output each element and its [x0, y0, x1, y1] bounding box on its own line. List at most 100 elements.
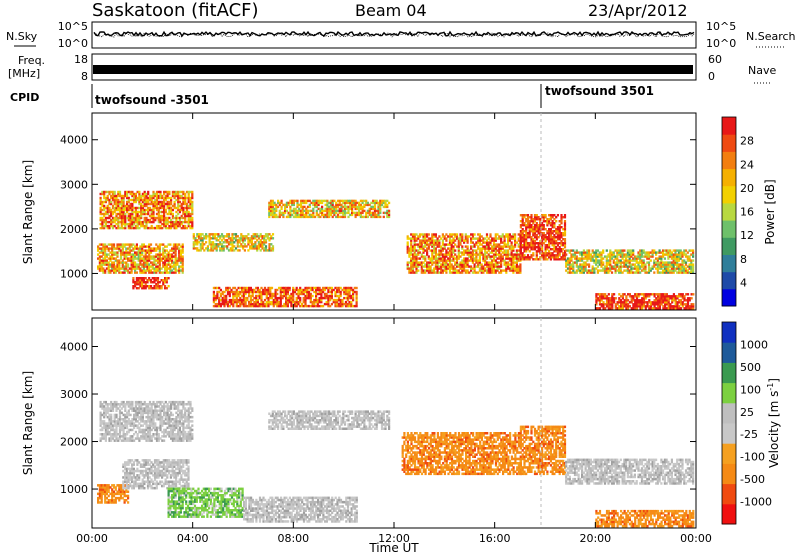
power-cells-cell-4086 — [577, 265, 580, 268]
power-cells-cell-2964 — [441, 249, 444, 252]
power-cells-cell-2206 — [350, 294, 353, 298]
power-cells-cell-4643 — [690, 261, 693, 264]
power-cells-cell-1449 — [217, 245, 220, 248]
power-cells-cell-4288 — [619, 265, 622, 268]
power-cells-cell-568 — [171, 224, 174, 228]
power-cells-cell-1202 — [171, 247, 174, 250]
power-cells-cell-3046 — [452, 269, 455, 272]
power-cells-cell-3969 — [558, 238, 561, 241]
power-cells-cell-142 — [117, 204, 120, 208]
power-cells-cell-3146 — [464, 251, 467, 254]
power-cells-cell-1040 — [144, 249, 147, 252]
power-cells-cell-3912 — [551, 216, 554, 219]
power-cells-cell-954 — [132, 259, 135, 262]
power-cells-cell-1190 — [169, 253, 172, 256]
power-cells-cell-538 — [166, 194, 169, 198]
power-cells-cell-2007 — [300, 292, 304, 296]
power-cells-cell-4673 — [598, 295, 602, 298]
power-cells-cell-1016 — [141, 245, 144, 248]
power-cells-cell-2232 — [268, 207, 271, 211]
power-cells-cell-2969 — [441, 235, 444, 238]
power-cells-cell-2866 — [431, 263, 434, 266]
power-cells-cell-1312 — [146, 285, 149, 288]
power-cells-cell-4670 — [598, 301, 602, 304]
power-cells-cell-19 — [101, 212, 104, 216]
power-cells-cell-2228 — [268, 215, 271, 219]
power-cells-cell-1207 — [172, 261, 175, 264]
power-cells-cell-2209 — [352, 304, 355, 308]
power-cells-cell-1379 — [196, 235, 199, 238]
power-cells-cell-4397 — [640, 261, 644, 264]
power-cells-cell-95 — [111, 216, 115, 220]
power-cells-cell-1521 — [238, 245, 241, 248]
power-cells-cell-3472 — [507, 261, 510, 264]
power-cells-cell-673 — [185, 226, 189, 230]
power-cells-cell-2821 — [424, 237, 427, 240]
power-cells-cell-850 — [116, 267, 119, 270]
power-cells-cell-599 — [175, 210, 178, 214]
power-cells-cell-413 — [150, 196, 153, 200]
power-cells-cell-1760 — [242, 296, 245, 300]
power-cells-cell-4791 — [635, 303, 639, 306]
power-cells-cell-3655 — [525, 230, 528, 233]
power-cells-cell-4776 — [632, 307, 635, 310]
power-cells-cell-1099 — [155, 265, 158, 268]
power-cells-cell-3339 — [489, 239, 492, 242]
noise-tick-left-top: 10^5 — [58, 20, 88, 33]
power-cells-cell-396 — [148, 208, 152, 212]
power-cells-cell-315 — [138, 202, 141, 206]
power-cells-cell-2937 — [438, 245, 441, 248]
power-cells-cell-2852 — [429, 271, 432, 274]
power-cells-cell-2436 — [326, 209, 329, 213]
power-cells-cell-1503 — [231, 233, 234, 236]
power-cells-cell-4756 — [625, 305, 628, 308]
power-cells-cell-2055 — [313, 300, 316, 304]
noise-tick-left-bottom: 10^0 — [58, 37, 88, 50]
power-cells-cell-1039 — [144, 251, 147, 254]
power-cells-cell-2703 — [410, 243, 413, 246]
power-cells-cell-429 — [152, 192, 155, 196]
power-cells-cell-3425 — [500, 247, 503, 250]
power-cells-cell-1654 — [216, 294, 219, 298]
power-cells-cell-4801 — [637, 295, 640, 298]
power-cells-cell-4799 — [637, 301, 640, 304]
power-cells-cell-2083 — [320, 304, 323, 308]
power-cells-cell-631 — [178, 190, 181, 194]
power-cells-cell-2377 — [308, 205, 311, 209]
power-cells-cell-775 — [104, 263, 107, 266]
power-cells-cell-132 — [115, 194, 118, 198]
power-cells-cell-1115 — [156, 247, 160, 250]
power-cells-cell-4640 — [690, 267, 693, 270]
power-cells-cell-4788 — [634, 293, 637, 296]
power-cells-cell-113 — [113, 200, 116, 204]
power-cells-cell-3161 — [466, 251, 469, 254]
power-cells-cell-4375 — [637, 269, 640, 272]
power-cells-cell-4659 — [595, 301, 598, 304]
power-cells-cell-1550 — [247, 237, 250, 240]
power-cells-cell-2162 — [339, 292, 342, 296]
power-cells-cell-1391 — [199, 237, 202, 240]
power-cells-cell-1963 — [290, 300, 293, 304]
power-cells-cell-3048 — [452, 265, 455, 268]
power-cells-cell-3914 — [553, 258, 556, 261]
power-cells-cell-754 — [100, 259, 103, 262]
power-cells-cell-4016 — [563, 234, 567, 237]
power-cells-cell-2792 — [420, 239, 423, 242]
power-cells-cell-3070 — [454, 235, 457, 238]
power-cells-cell-219 — [126, 192, 129, 196]
power-cells-cell-4499 — [663, 265, 666, 268]
power-cells-cell-1403 — [203, 237, 206, 240]
power-cells-cell-4166 — [593, 255, 596, 258]
power-cells-cell-46 — [104, 210, 107, 214]
power-cells-cell-1095 — [153, 247, 156, 250]
power-cells-cell-1047 — [146, 259, 149, 262]
power-cells-cell-1233 — [176, 257, 179, 260]
power-cells-cell-4934 — [674, 299, 677, 302]
power-cells-cell-1293 — [139, 281, 142, 284]
power-cells-cell-537 — [166, 196, 169, 200]
power-cells-cell-4534 — [670, 271, 673, 274]
power-cells-cell-1946 — [286, 304, 289, 308]
power-cells-cell-2746 — [415, 263, 418, 266]
power-cells-cell-3167 — [466, 237, 469, 240]
power-cells-cell-2376 — [308, 209, 311, 213]
